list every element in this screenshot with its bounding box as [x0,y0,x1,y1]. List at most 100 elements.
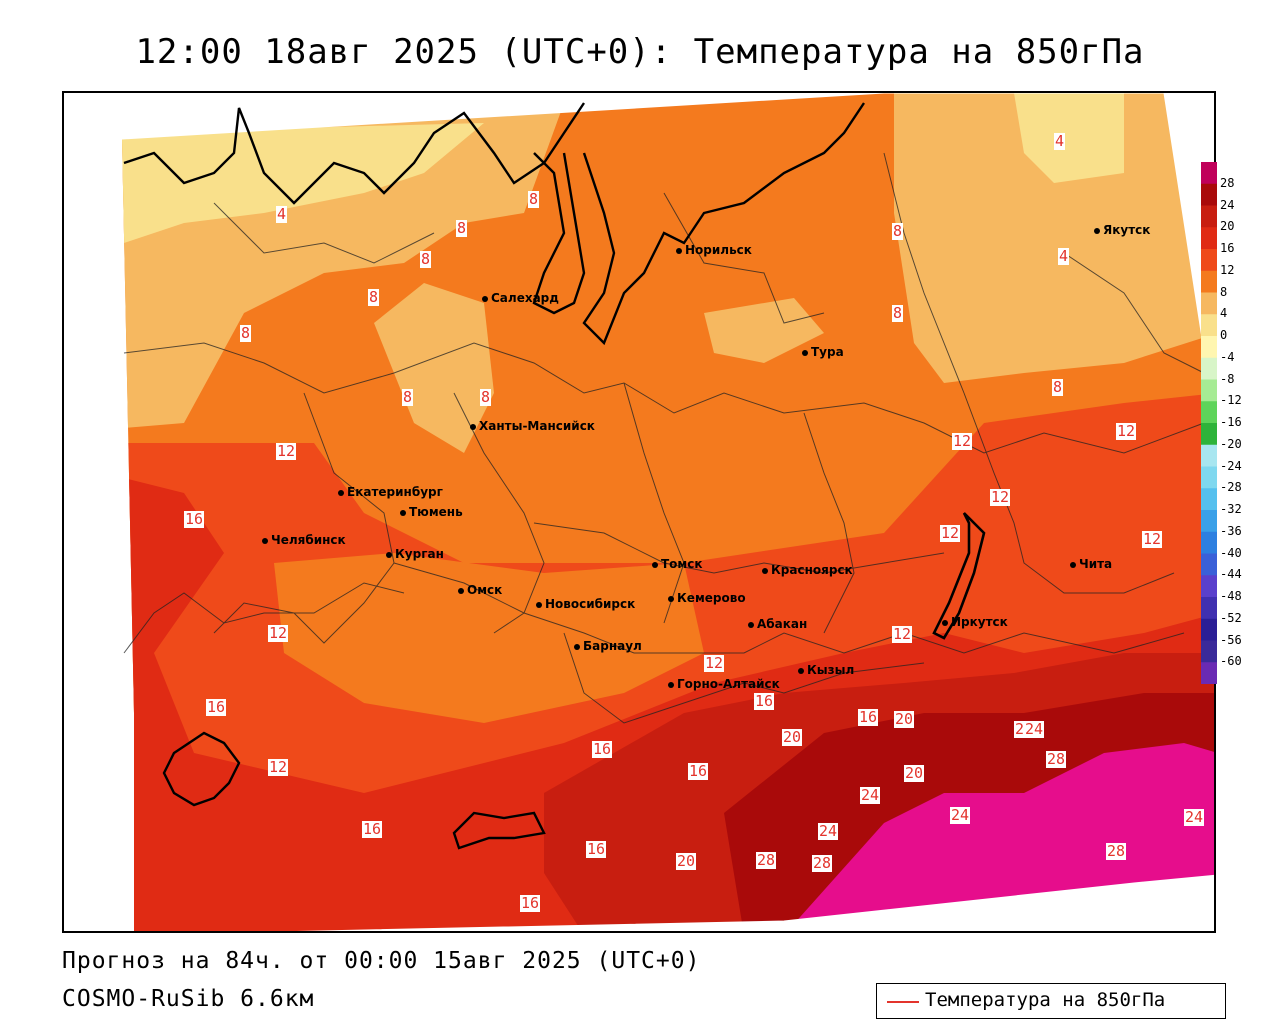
city-label: Норильск [676,243,752,257]
colorbar-tick-label: -56 [1220,632,1242,647]
city-name: Салехард [491,291,559,305]
contour-label: 12 [892,625,913,643]
city-name: Кемерово [677,591,746,605]
city-dot-icon [338,489,344,496]
city-dot-icon [652,561,658,568]
colorbar-segment [1201,640,1217,663]
colorbar-tick-label: -48 [1220,589,1242,603]
city-label: Салехард [482,291,559,305]
city-dot-icon [1094,227,1100,234]
contour-label: 8 [1052,378,1064,396]
contour-label: 16 [754,692,775,710]
colorbar-tick-label: -60 [1220,654,1242,669]
city-label: Тюмень [400,505,463,519]
colorbar-tick-label: -4 [1220,349,1235,364]
city-dot-icon [668,681,674,688]
city-dot-icon [668,595,674,602]
colorbar-segment [1201,466,1217,489]
colorbar-tick-label: -52 [1220,610,1242,625]
colorbar-tick-label: -44 [1220,567,1242,582]
city-label: Красноярск [762,563,853,577]
city-name: Тура [811,345,844,359]
city-name: Норильск [685,243,752,257]
temperature-map [121,93,1214,931]
contour-label: 12 [276,442,297,460]
city-dot-icon [762,567,768,574]
contour-label: 12 [704,654,725,672]
map-area: 4 8 8 8 8 8 8 8 8 8 4 4 8 12 12 12 12 12 16 12 12 12 12 16 16 16 1… [62,91,1216,933]
contour-label: 16 [362,820,383,838]
city-name: Иркутск [951,615,1008,629]
colorbar-segment [1201,553,1217,576]
contour-label: 28 [756,851,777,869]
city-name: Томск [661,557,703,571]
colorbar-segment [1201,249,1217,272]
map-title: 12:00 18авг 2025 (UTC+0): Температура на… [135,32,1145,72]
colorbar-tick-label: 28 [1220,175,1235,190]
contour-label: 12 [940,524,961,542]
contour-label: 20 [676,852,697,870]
contour-label: 12 [1116,422,1137,440]
colorbar-segment [1201,597,1217,620]
contour-label: 24 [860,786,881,804]
city-label: Кызыл [798,663,854,677]
colorbar-segment [1201,575,1217,598]
colorbar-segment [1201,205,1217,228]
city-name: Новосибирск [545,597,636,611]
contour-label: 16 [688,762,709,780]
contour-label: 24 [1024,720,1045,738]
band-coldest-northeast [1014,93,1124,183]
colorbar-segment [1201,423,1217,446]
city-label: Ханты-Мансийск [470,419,595,433]
city-name: Абакан [757,617,808,631]
legend-line-swatch [887,1001,919,1003]
band-coldest-northwest [122,123,484,243]
band-cold-patch-center [704,298,824,363]
contour-label: 16 [184,510,205,528]
city-dot-icon [536,601,542,608]
contour-label: 20 [894,710,915,728]
contour-label: 16 [592,740,613,758]
contour-label: 8 [456,219,468,237]
contour-label: 24 [950,806,971,824]
contour-label: 16 [858,708,879,726]
city-label: Иркутск [942,615,1008,629]
contour-label: 4 [276,205,288,223]
contour-label: 16 [520,894,541,912]
colorbar [1201,162,1217,684]
band-cold-northeast [894,93,1214,383]
coastlines [123,102,986,850]
city-dot-icon [748,621,754,628]
colorbar-tick-label: -8 [1220,371,1235,386]
city-label: Екатеринбург [338,485,443,499]
contour-label: 12 [268,758,289,776]
colorbar-tick-label: 4 [1220,306,1228,321]
colorbar-segment [1201,488,1217,511]
contour-label: 8 [240,324,252,342]
colorbar-segment [1201,444,1217,467]
city-label: Абакан [748,617,807,631]
colorbar-segment [1201,510,1217,533]
contour-label: 12 [268,624,289,642]
colorbar-segment [1201,314,1217,337]
contour-label: 16 [586,840,607,858]
contour-label: 8 [528,190,540,208]
colorbar-segment [1201,183,1217,206]
contour-label: 8 [480,388,492,406]
colorbar-tick-label: 12 [1220,262,1235,277]
city-dot-icon [400,509,406,516]
city-label: Барнаул [574,639,642,653]
contour-label: 12 [1142,530,1163,548]
colorbar-tick-label: -28 [1220,480,1242,495]
city-name: Омск [467,583,503,597]
city-dot-icon [262,537,268,544]
city-dot-icon [798,667,804,674]
band-8-12-south [274,553,704,723]
contour-label: 24 [1184,808,1205,826]
colorbar-tick-label: -24 [1220,458,1242,473]
city-label: Челябинск [262,533,346,547]
band-cold-patch-ural [374,283,494,453]
city-name: Тюмень [409,505,463,519]
contour-label: 8 [892,304,904,322]
city-name: Кызыл [807,663,855,677]
